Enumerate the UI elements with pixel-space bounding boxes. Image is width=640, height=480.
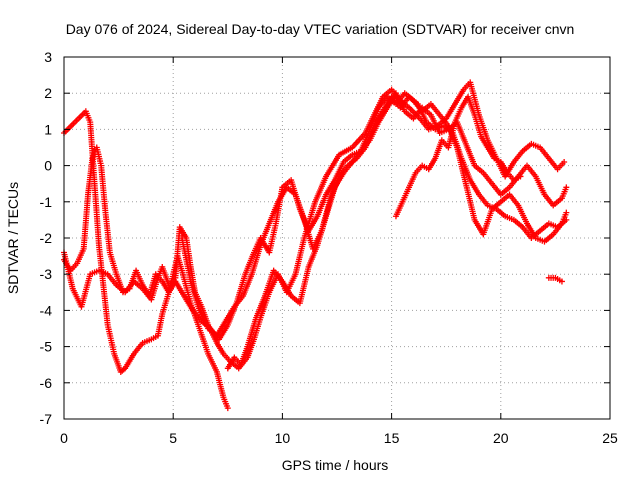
chart-title: Day 076 of 2024, Sidereal Day-to-day VTE… bbox=[66, 21, 575, 37]
y-tick-label: 2 bbox=[44, 85, 52, 101]
y-tick-label: -4 bbox=[40, 302, 53, 318]
x-tick-label: 0 bbox=[60, 430, 68, 446]
y-tick-label: -5 bbox=[40, 339, 53, 355]
series-trace-g bbox=[545, 274, 565, 285]
grid bbox=[64, 57, 610, 419]
y-tick-label: 1 bbox=[44, 121, 52, 137]
axis-ticks: 0 5 10 15 20 25 -7 -6 -5 -4 -3 -2 -1 0 1 2 3 bbox=[40, 49, 618, 446]
y-tick-label: -7 bbox=[40, 411, 53, 427]
series-trace-a bbox=[61, 108, 231, 412]
x-axis-label: GPS time / hours bbox=[282, 457, 389, 473]
y-tick-label: -2 bbox=[40, 230, 53, 246]
y-tick-label: 0 bbox=[44, 158, 52, 174]
x-tick-label: 15 bbox=[384, 430, 400, 446]
x-tick-label: 20 bbox=[493, 430, 509, 446]
data-point bbox=[517, 173, 524, 180]
y-tick-label: -3 bbox=[40, 266, 53, 282]
x-tick-label: 25 bbox=[602, 430, 618, 446]
data-point bbox=[563, 216, 570, 223]
y-tick-label: -6 bbox=[40, 375, 53, 391]
data-point bbox=[563, 209, 570, 216]
data-point bbox=[224, 405, 231, 412]
y-axis-label: SDTVAR / TECUs bbox=[5, 182, 21, 294]
data-point bbox=[558, 278, 565, 285]
x-tick-label: 5 bbox=[169, 430, 177, 446]
x-tick-label: 10 bbox=[275, 430, 291, 446]
data-point bbox=[563, 184, 570, 191]
y-tick-label: -1 bbox=[40, 194, 53, 210]
series-trace-f bbox=[392, 93, 524, 220]
data-point bbox=[561, 158, 568, 165]
y-tick-label: 3 bbox=[44, 49, 52, 65]
data-points bbox=[61, 79, 570, 412]
series-trace-c bbox=[61, 90, 570, 343]
